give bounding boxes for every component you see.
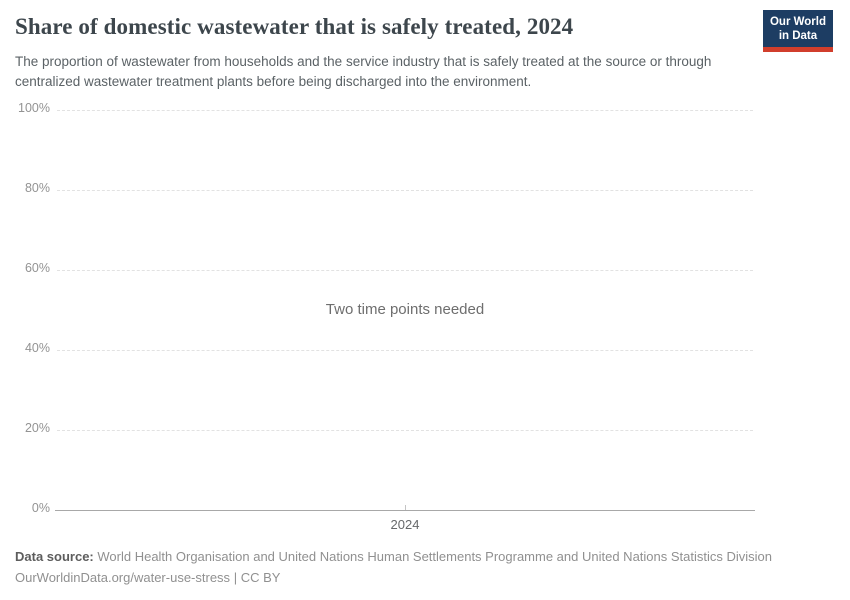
owid-logo-line1: Our World	[769, 16, 826, 28]
page-title: Share of domestic wastewater that is saf…	[15, 14, 574, 39]
gridline	[57, 430, 753, 431]
x-axis-line	[55, 510, 755, 511]
data-source-label: Data source:	[15, 549, 94, 564]
gridline	[57, 190, 753, 191]
data-source-text: World Health Organisation and United Nat…	[97, 549, 773, 564]
y-axis-tick-label: 100%	[18, 101, 50, 115]
gridline	[57, 350, 753, 351]
gridline	[57, 270, 753, 271]
gridline	[57, 110, 753, 111]
separator: |	[233, 570, 238, 585]
x-axis-tick-mark	[405, 505, 406, 510]
chart-subtitle: The proportion of wastewater from househ…	[15, 54, 712, 89]
license-line: OurWorldinData.org/water-use-stress | CC…	[15, 568, 815, 588]
license-label: CC BY	[240, 570, 281, 585]
x-axis-tick-label: 2024	[390, 517, 420, 532]
data-source-line: Data source: World Health Organisation a…	[15, 547, 815, 567]
owid-url-link[interactable]: OurWorldinData.org/water-use-stress	[15, 570, 231, 585]
y-axis-tick-label: 40%	[24, 341, 50, 355]
y-axis-tick-label: 0%	[31, 501, 50, 515]
chart-footer: Data source: World Health Organisation a…	[15, 547, 815, 589]
empty-chart-message: Two time points needed	[325, 301, 485, 318]
owid-logo[interactable]: Our World in Data	[762, 10, 833, 52]
owid-logo-line2: in Data	[778, 30, 818, 42]
y-axis-tick-label: 20%	[24, 421, 50, 435]
y-axis-tick-label: 80%	[24, 181, 50, 195]
y-axis-tick-label: 60%	[24, 261, 50, 275]
